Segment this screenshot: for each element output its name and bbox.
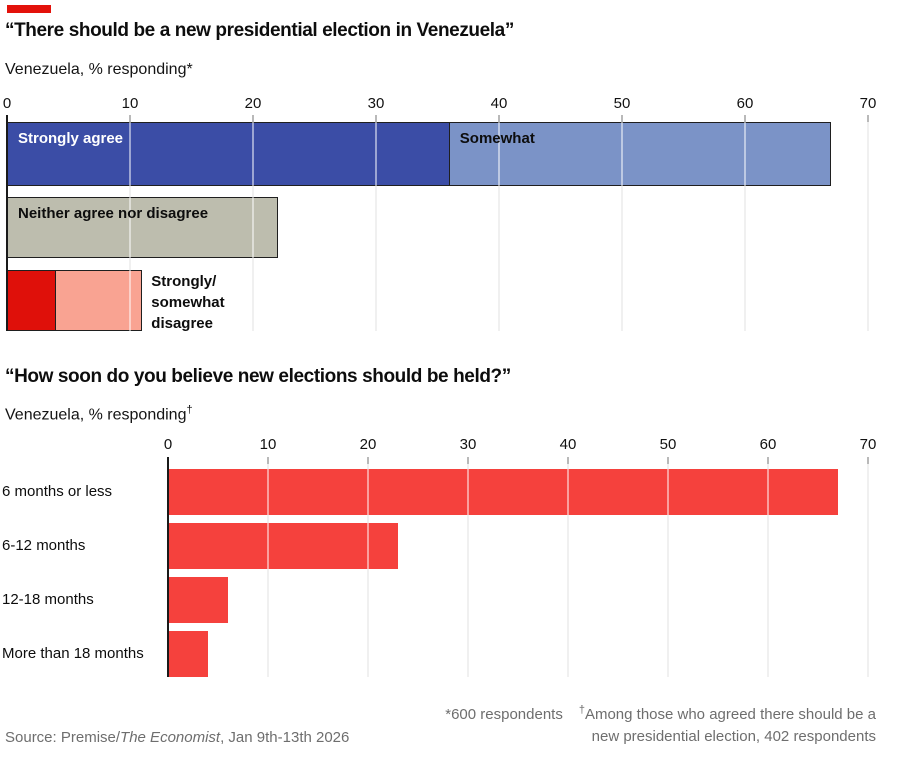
chart1-title: “There should be a new presidential elec… <box>5 20 514 41</box>
footnote-respondents: *600 respondents <box>445 706 563 723</box>
axis-tick-label: 50 <box>613 95 631 112</box>
gridline-overlay <box>498 122 500 331</box>
bar-segment-label: Somewhat <box>459 130 535 147</box>
axis-tick-mark <box>767 457 769 464</box>
chart2-subtitle: Venezuela, % responding† <box>5 404 193 424</box>
category-label-3: More than 18 months <box>2 645 144 662</box>
gridline-overlay <box>744 122 746 331</box>
axis-tick-mark <box>267 457 269 464</box>
axis-tick-label: 30 <box>367 95 385 112</box>
bar-segment-label: Neither agree nor disagree <box>18 205 209 222</box>
bar-1 <box>168 523 398 569</box>
axis-tick-mark <box>498 115 500 122</box>
footnotes: *600 respondents †Among those who agreed … <box>445 699 876 748</box>
axis-tick-label: 0 <box>2 95 12 112</box>
bar-segment-neither-0 <box>7 197 278 258</box>
gridline-overlay <box>375 122 377 331</box>
gridline-overlay <box>767 464 769 677</box>
bar-segment-disagree-1 <box>55 270 143 331</box>
axis-tick-mark <box>252 115 254 122</box>
axis-tick-mark <box>744 115 746 122</box>
gridline-overlay <box>129 122 131 331</box>
axis-tick-label: 50 <box>659 436 677 453</box>
gridline-overlay <box>567 464 569 677</box>
gridline-overlay <box>467 464 469 677</box>
gridline-overlay <box>867 122 869 331</box>
footnote-line-1: *600 respondents †Among those who agreed … <box>445 699 876 726</box>
axis-tick-label: 30 <box>459 436 477 453</box>
gridline-overlay <box>621 122 623 331</box>
chart2-subtitle-text: Venezuela, % responding <box>5 406 187 424</box>
axis-tick-label: 70 <box>859 436 877 453</box>
axis-tick-label: 0 <box>163 436 173 453</box>
axis-zero-line <box>167 457 169 677</box>
bar-segment-disagree-0 <box>7 270 57 331</box>
chart1-subtitle: Venezuela, % responding* <box>5 61 193 78</box>
bar-outside-label: Strongly/ somewhat disagree <box>151 273 225 332</box>
axis-tick-label: 60 <box>759 436 777 453</box>
chart2-bar-chart: 0 10 20 30 40 50 60 70 6 months or less 6-12 mont… <box>0 436 922 677</box>
axis-tick-mark <box>367 457 369 464</box>
axis-tick-label: 40 <box>559 436 577 453</box>
footnote-dagger-marker: † <box>578 704 585 716</box>
bar-3 <box>168 631 208 677</box>
chart2-title: “How soon do you believe new elections s… <box>5 366 511 387</box>
category-label-1: 6-12 months <box>2 537 86 554</box>
footnote-dagger-text: Among those who agreed there should be a <box>584 706 876 723</box>
category-label-2: 12-18 months <box>2 591 94 608</box>
axis-tick-mark <box>867 457 869 464</box>
footnote-line-2: new presidential election, 402 responden… <box>591 728 876 745</box>
axis-tick-label: 40 <box>490 95 508 112</box>
axis-tick-label: 20 <box>244 95 262 112</box>
axis-tick-label: 70 <box>859 95 877 112</box>
axis-tick-mark <box>867 115 869 122</box>
bar-2 <box>168 577 228 623</box>
axis-tick-mark <box>567 457 569 464</box>
gridline-overlay <box>667 464 669 677</box>
source-prefix: Source: Premise/ <box>5 729 121 746</box>
gridline-overlay <box>867 464 869 677</box>
bar-segment-label: Strongly agree <box>18 130 124 147</box>
category-label-0: 6 months or less <box>2 483 113 500</box>
source-publication: The Economist <box>120 729 221 746</box>
chart1-stacked-bar-chart: 0 10 20 30 40 50 60 70 Strongly agree Somewhat Nei… <box>0 95 922 332</box>
bar-0 <box>168 469 838 515</box>
axis-zero-line <box>6 115 8 331</box>
axis-tick-label: 10 <box>259 436 277 453</box>
axis-tick-label: 20 <box>359 436 377 453</box>
dagger-marker: † <box>186 404 193 416</box>
source-line: Source: Premise/The Economist, Jan 9th-1… <box>5 729 349 746</box>
axis-tick-mark <box>621 115 623 122</box>
bar-segment-agree-1 <box>448 122 832 186</box>
axis-tick-label: 60 <box>736 95 754 112</box>
axis-tick-mark <box>667 457 669 464</box>
gridline-overlay <box>367 464 369 677</box>
source-suffix: , Jan 9th-13th 2026 <box>220 729 350 746</box>
axis-tick-mark <box>375 115 377 122</box>
axis-tick-mark <box>129 115 131 122</box>
axis-tick-label: 10 <box>121 95 139 112</box>
gridline-overlay <box>267 464 269 677</box>
axis-tick-mark <box>467 457 469 464</box>
brand-accent-bar <box>7 5 51 13</box>
gridline-overlay <box>252 122 254 331</box>
